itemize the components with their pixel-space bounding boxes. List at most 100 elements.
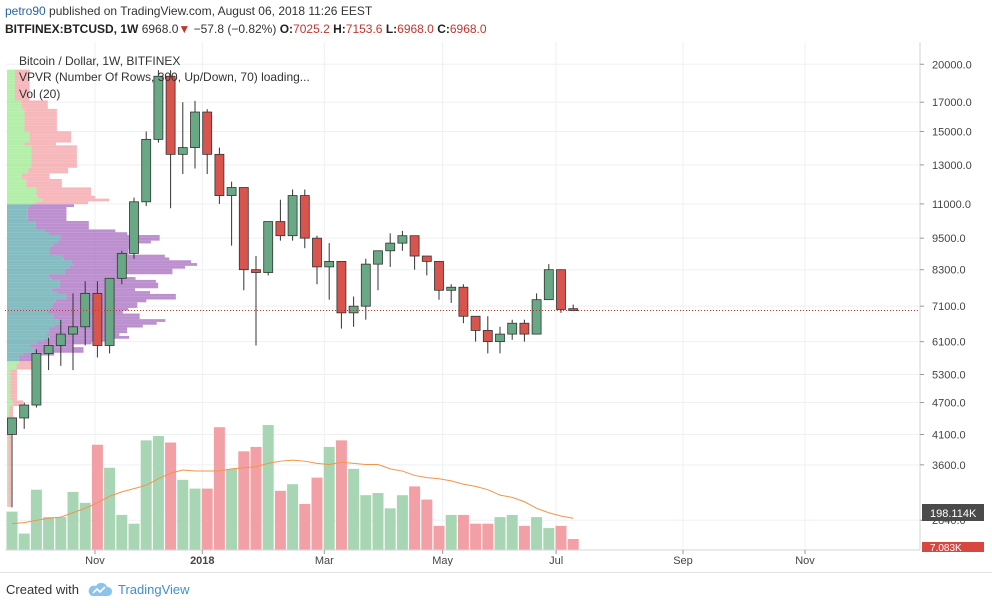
volume-profile-down-bar xyxy=(27,218,67,222)
volume-profile-down-bar xyxy=(49,232,128,236)
candle-body xyxy=(568,308,579,311)
volume-profile-up-bar xyxy=(7,358,19,362)
volume-profile-down-bar xyxy=(29,134,72,137)
candle-body xyxy=(190,111,200,148)
publish-info: petro90 published on TradingView.com, Au… xyxy=(5,4,372,18)
volume-profile-up-bar xyxy=(7,240,58,244)
volume-profile-down-bar xyxy=(49,335,130,339)
volume-profile-down-bar xyxy=(24,120,57,123)
volume-profile-up-bar xyxy=(7,86,15,90)
legend-volume[interactable]: Vol (20) xyxy=(19,87,61,101)
volume-bar xyxy=(201,488,213,550)
candle-body xyxy=(556,269,566,310)
candle-body xyxy=(43,345,54,354)
volume-profile-down-bar xyxy=(8,450,12,454)
volume-profile-up-bar xyxy=(7,277,52,280)
volume-profile-up-bar xyxy=(7,215,28,219)
volume-profile-down-bar xyxy=(9,406,14,409)
volume-profile-down-bar xyxy=(8,478,12,482)
volume-profile-down-bar xyxy=(10,375,17,378)
candle-body xyxy=(397,235,408,244)
time-axis-label: 2018 xyxy=(190,555,214,566)
volume-profile-up-bar xyxy=(7,327,50,331)
volume-profile-up-bar xyxy=(7,218,28,222)
volume-profile-down-bar xyxy=(8,462,12,465)
volume-profile-up-bar xyxy=(7,78,15,81)
volume-bar xyxy=(250,446,262,550)
price-chart[interactable]: 20000.0 17000.0 15000.0 13000.0 11000.0 9500.… xyxy=(5,42,987,567)
volume-profile-up-bar xyxy=(7,484,9,488)
volume-profile-down-bar xyxy=(29,139,72,143)
volume-profile-down-bar xyxy=(24,125,57,129)
chart-area[interactable]: 20000.0 17000.0 15000.0 13000.0 11000.0 9500.… xyxy=(5,42,987,567)
candle-body xyxy=(312,237,322,268)
candle-body xyxy=(238,187,249,271)
volume-label-tag-2 xyxy=(922,542,984,552)
volume-profile-up-bar xyxy=(7,148,32,151)
volume-profile-up-bar xyxy=(7,128,25,132)
volume-profile-up-bar xyxy=(7,434,9,437)
volume-profile-up-bar xyxy=(7,80,15,84)
volume-profile-down-bar xyxy=(26,181,62,185)
volume-profile-down-bar xyxy=(60,237,160,241)
volume-profile-down-bar xyxy=(16,363,35,367)
volume-profile-down-bar xyxy=(31,162,77,165)
volume-profile-up-bar xyxy=(7,131,30,135)
volume-profile-down-bar xyxy=(8,487,12,491)
volume-profile-down-bar xyxy=(8,439,12,443)
volume-profile-down-bar xyxy=(10,383,17,387)
volume-profile-up-bar xyxy=(7,302,53,306)
volume-profile-up-bar xyxy=(7,111,25,115)
volume-profile-down-bar xyxy=(35,201,89,205)
volume-profile-down-bar xyxy=(36,187,92,191)
volume-profile-down-bar xyxy=(35,226,89,230)
price-axis-label: 8300.0 xyxy=(932,265,966,277)
volume-profile-down-bar xyxy=(9,414,14,418)
published-text: published on TradingView.com, August 06,… xyxy=(49,4,373,18)
volume-bar xyxy=(91,444,103,550)
volume-profile-up-bar xyxy=(7,153,32,157)
volume-profile-up-bar xyxy=(7,198,43,202)
volume-profile-up-bar xyxy=(7,136,30,140)
volume-profile-down-bar xyxy=(8,456,12,460)
volume-profile-down-bar xyxy=(14,86,30,90)
volume-profile-down-bar xyxy=(51,277,136,280)
price-axis-label: 4700.0 xyxy=(932,398,966,410)
chart-header: petro90 published on TradingView.com, Au… xyxy=(0,0,992,44)
volume-profile-down-bar xyxy=(49,327,128,331)
volume-profile-up-bar xyxy=(7,344,31,348)
author-link[interactable]: petro90 xyxy=(5,4,46,18)
volume-profile-down-bar xyxy=(14,94,30,98)
volume-profile-up-bar xyxy=(7,414,10,418)
volume-profile-up-bar xyxy=(7,274,49,278)
candle-body xyxy=(470,315,481,331)
volume-profile-up-bar xyxy=(7,120,25,123)
time-axis-label: Nov xyxy=(795,555,815,566)
volume-bar xyxy=(518,525,530,550)
volume-profile-up-bar xyxy=(7,265,70,269)
volume-profile-up-bar xyxy=(7,369,11,373)
volume-bar xyxy=(165,442,177,550)
volume-profile-down-bar xyxy=(8,448,12,451)
volume-profile-down-bar xyxy=(27,212,67,216)
legend-vpvr[interactable]: VPVR (Number Of Rows, 300, Up/Down, 70) … xyxy=(19,70,310,84)
volume-profile-up-bar xyxy=(7,296,67,300)
volume-profile-up-bar xyxy=(7,251,50,255)
volume-profile-up-bar xyxy=(7,142,25,146)
volume-profile-down-bar xyxy=(73,263,197,266)
volume-profile-down-bar xyxy=(18,361,41,364)
volume-profile-up-bar xyxy=(7,181,27,185)
volume-profile-up-bar xyxy=(7,338,44,342)
volume-profile-down-bar xyxy=(51,288,136,292)
volume-bar xyxy=(262,425,274,550)
candle-body xyxy=(104,277,115,346)
candle-body xyxy=(141,138,152,203)
volume-bar xyxy=(421,499,433,550)
volume-profile-down-bar xyxy=(16,366,35,370)
volume-bar xyxy=(543,528,555,550)
volume-profile-down-bar xyxy=(37,195,96,199)
tradingview-brand-link[interactable]: TradingView xyxy=(118,582,190,597)
volume-profile-up-bar xyxy=(7,176,22,179)
volume-profile-down-bar xyxy=(8,445,12,449)
volume-bar xyxy=(360,495,372,550)
